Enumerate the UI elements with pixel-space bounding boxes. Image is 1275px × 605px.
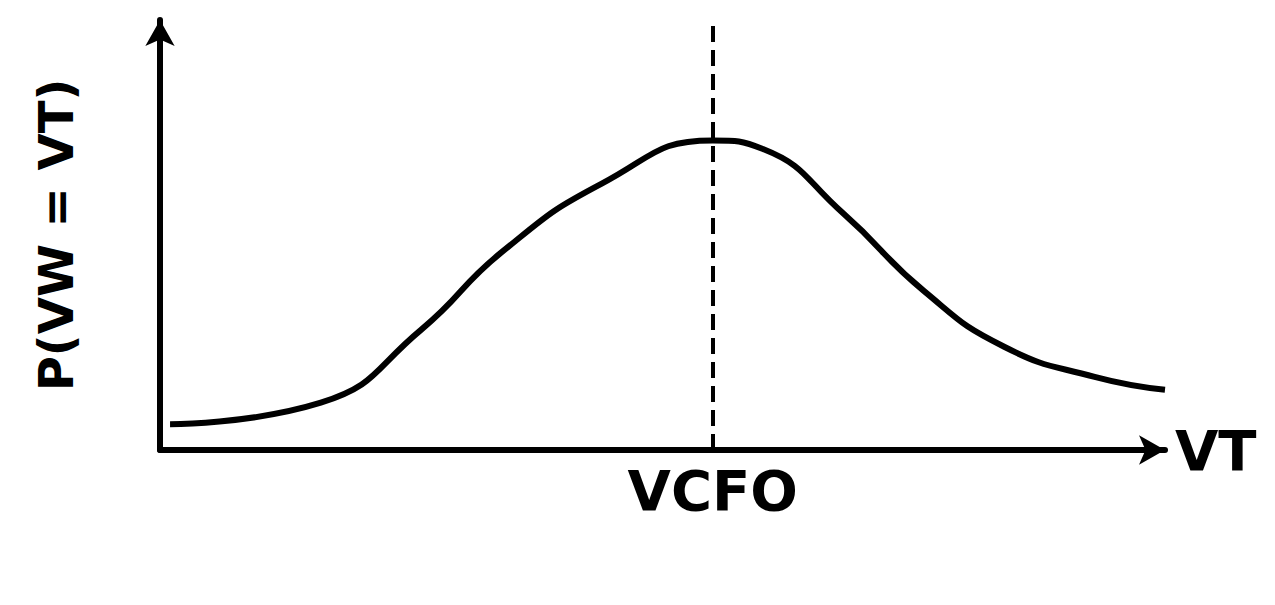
svg-text:P(VW = VT): P(VW = VT) bbox=[28, 79, 84, 392]
svg-text:VCFO: VCFO bbox=[628, 458, 798, 523]
svg-text:VT: VT bbox=[1175, 418, 1257, 483]
